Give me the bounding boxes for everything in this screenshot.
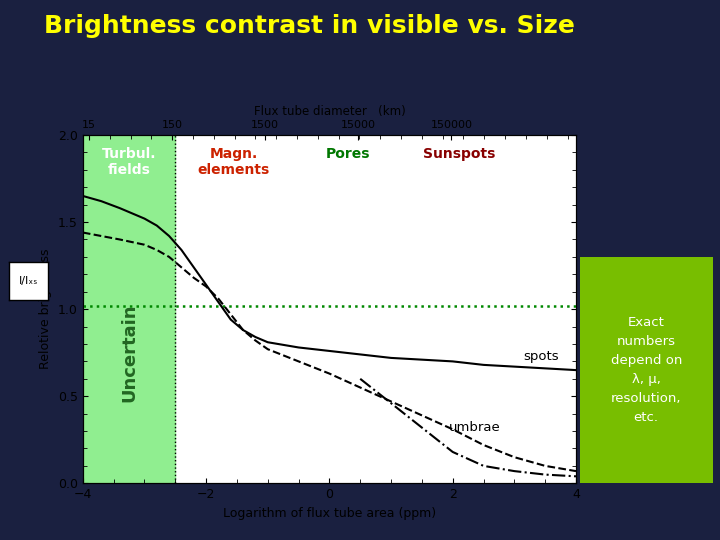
Text: Exact
numbers
depend on
λ, μ,
resolution,
etc.: Exact numbers depend on λ, μ, resolution… bbox=[611, 316, 682, 424]
X-axis label: Flux tube diameter   (km): Flux tube diameter (km) bbox=[253, 105, 405, 118]
Text: spots: spots bbox=[523, 350, 559, 363]
Text: Turbul.
fields: Turbul. fields bbox=[102, 147, 156, 178]
Text: Sunspots: Sunspots bbox=[423, 147, 495, 161]
Text: Pores: Pores bbox=[325, 147, 370, 161]
X-axis label: Logarithm of flux tube area (ppm): Logarithm of flux tube area (ppm) bbox=[222, 507, 436, 519]
Text: Brightness contrast in visible vs. Size: Brightness contrast in visible vs. Size bbox=[44, 14, 575, 37]
Bar bbox=[83, 135, 175, 483]
Text: umbrae: umbrae bbox=[449, 421, 500, 434]
Text: Magn.
elements: Magn. elements bbox=[198, 147, 270, 178]
Y-axis label: Relotive brightness: Relotive brightness bbox=[40, 249, 53, 369]
Text: I/Iₓₛ: I/Iₓₛ bbox=[19, 276, 38, 286]
Text: Uncertain: Uncertain bbox=[120, 303, 138, 402]
